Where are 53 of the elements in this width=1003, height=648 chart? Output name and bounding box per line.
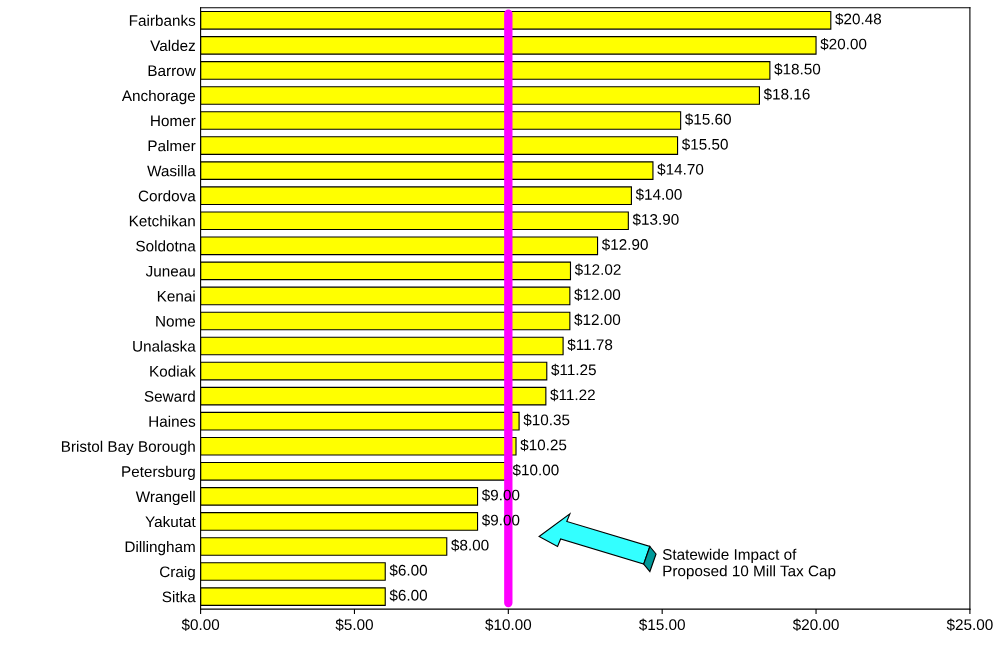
y-tick-label: Palmer <box>148 140 196 152</box>
y-tick-label: Valdez <box>150 39 195 52</box>
y-tick-label: Wrangell <box>135 490 195 506</box>
y-tick-label: Nome <box>156 316 196 327</box>
data-label: $10.35 <box>523 413 570 427</box>
y-tick-label: Sitka <box>162 591 196 603</box>
y-tick-label: Kenai <box>157 290 195 302</box>
y-tick-label: Haines <box>149 415 196 427</box>
y-tick-label: Petersburg <box>122 465 195 481</box>
data-label: $10.00 <box>512 463 559 477</box>
data-label: $18.16 <box>763 88 810 101</box>
data-label: $13.90 <box>632 213 679 226</box>
y-tick-label: Barrow <box>148 65 196 77</box>
data-label: $20.48 <box>835 12 882 26</box>
data-label: $18.50 <box>774 63 821 76</box>
y-tick-label: Wasilla <box>147 165 196 177</box>
data-label: $6.00 <box>389 564 428 577</box>
data-label: $8.00 <box>451 539 489 552</box>
y-tick-label: Cordova <box>138 190 196 202</box>
data-label: $11.25 <box>551 363 596 377</box>
x-tick-label: $5.00 <box>335 618 373 631</box>
y-tick-label: Seward <box>144 390 195 402</box>
data-label: $14.70 <box>657 163 704 176</box>
y-tick-label: Soldotna <box>136 240 196 252</box>
y-tick-label: Unalaska <box>133 340 196 352</box>
y-tick-label: Craig <box>160 566 195 581</box>
data-label: $14.00 <box>635 188 682 201</box>
annotation: Statewide Impact of Proposed 10 Mill Tax Cap <box>662 548 836 580</box>
data-label: $12.90 <box>601 238 648 251</box>
y-tick-label: Dillingham <box>125 540 195 556</box>
data-label: $11.22 <box>550 388 595 402</box>
x-tick-label: $20.00 <box>792 618 839 631</box>
data-label: $15.50 <box>681 138 728 151</box>
y-tick-label: Fairbanks <box>129 14 196 26</box>
y-tick-label: Bristol Bay Borough <box>61 440 195 455</box>
data-label: $11.78 <box>567 338 613 352</box>
y-tick-label: Yakutat <box>145 515 196 528</box>
y-tick-label: Juneau <box>145 265 195 277</box>
data-label: $6.00 <box>389 589 428 602</box>
x-tick-label: $10.00 <box>485 618 532 631</box>
data-label: $12.02 <box>574 263 621 276</box>
y-tick-label: Anchorage <box>121 89 196 105</box>
y-tick-label: Homer <box>151 115 196 127</box>
data-label: $15.60 <box>684 113 731 126</box>
data-label: $12.00 <box>574 288 621 301</box>
data-label: $20.00 <box>820 38 867 51</box>
x-tick-label: $25.00 <box>946 618 993 631</box>
x-tick-label: $0.00 <box>181 618 220 631</box>
y-tick-label: Kodiak <box>150 365 196 377</box>
data-label: $12.00 <box>574 313 621 326</box>
x-tick-label: $15.00 <box>638 618 685 631</box>
data-label: $10.25 <box>520 438 567 452</box>
y-tick-label: Ketchikan <box>129 215 195 227</box>
